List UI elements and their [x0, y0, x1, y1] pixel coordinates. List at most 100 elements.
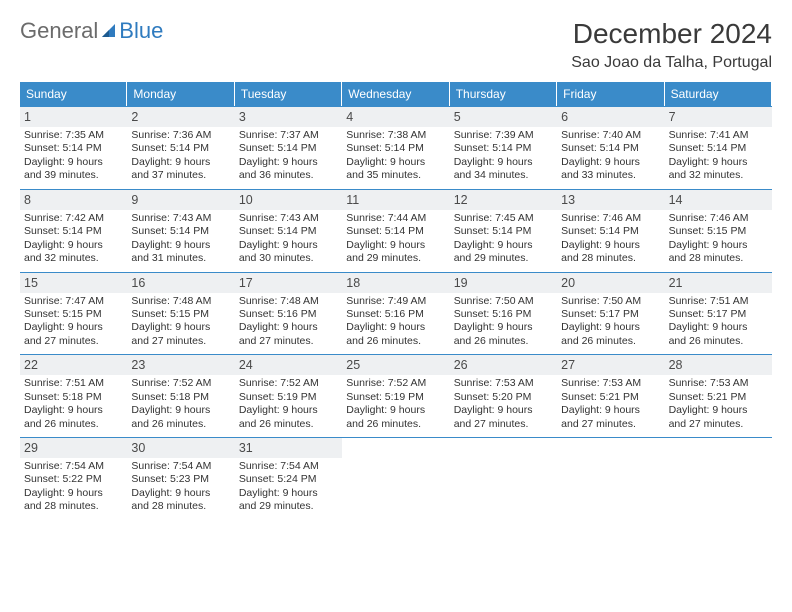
- day-cell: 11Sunrise: 7:44 AMSunset: 5:14 PMDayligh…: [342, 189, 449, 272]
- day-number: 11: [342, 190, 449, 210]
- d2-text: and 32 minutes.: [669, 169, 768, 182]
- sunrise-text: Sunrise: 7:53 AM: [669, 377, 768, 390]
- d1-text: Daylight: 9 hours: [131, 487, 230, 500]
- d2-text: and 26 minutes.: [24, 418, 123, 431]
- day-of-week-header: Wednesday: [342, 82, 449, 106]
- day-cell: 13Sunrise: 7:46 AMSunset: 5:14 PMDayligh…: [557, 189, 664, 272]
- day-cell: 24Sunrise: 7:52 AMSunset: 5:19 PMDayligh…: [235, 354, 342, 437]
- day-number: 2: [127, 107, 234, 127]
- day-cell: 16Sunrise: 7:48 AMSunset: 5:15 PMDayligh…: [127, 272, 234, 355]
- d2-text: and 32 minutes.: [24, 252, 123, 265]
- sunset-text: Sunset: 5:14 PM: [131, 142, 230, 155]
- day-number: 20: [557, 273, 664, 293]
- sunset-text: Sunset: 5:21 PM: [561, 391, 660, 404]
- day-number: 6: [557, 107, 664, 127]
- d2-text: and 27 minutes.: [669, 418, 768, 431]
- day-cell: 23Sunrise: 7:52 AMSunset: 5:18 PMDayligh…: [127, 354, 234, 437]
- sunrise-text: Sunrise: 7:51 AM: [669, 295, 768, 308]
- sunset-text: Sunset: 5:14 PM: [669, 142, 768, 155]
- d2-text: and 26 minutes.: [131, 418, 230, 431]
- day-cell: 4Sunrise: 7:38 AMSunset: 5:14 PMDaylight…: [342, 106, 449, 189]
- day-number: 15: [20, 273, 127, 293]
- day-cell: 14Sunrise: 7:46 AMSunset: 5:15 PMDayligh…: [665, 189, 772, 272]
- d1-text: Daylight: 9 hours: [239, 487, 338, 500]
- d2-text: and 30 minutes.: [239, 252, 338, 265]
- sunset-text: Sunset: 5:20 PM: [454, 391, 553, 404]
- day-cell: 26Sunrise: 7:53 AMSunset: 5:20 PMDayligh…: [450, 354, 557, 437]
- sunrise-text: Sunrise: 7:52 AM: [131, 377, 230, 390]
- sunset-text: Sunset: 5:14 PM: [346, 225, 445, 238]
- d2-text: and 29 minutes.: [346, 252, 445, 265]
- d1-text: Daylight: 9 hours: [454, 156, 553, 169]
- logo-word-2: Blue: [119, 18, 163, 44]
- day-cell: 29Sunrise: 7:54 AMSunset: 5:22 PMDayligh…: [20, 437, 127, 520]
- empty-cell: [557, 437, 664, 520]
- day-number: 19: [450, 273, 557, 293]
- d2-text: and 28 minutes.: [669, 252, 768, 265]
- sunset-text: Sunset: 5:16 PM: [239, 308, 338, 321]
- d2-text: and 27 minutes.: [24, 335, 123, 348]
- sunrise-text: Sunrise: 7:37 AM: [239, 129, 338, 142]
- d2-text: and 35 minutes.: [346, 169, 445, 182]
- d1-text: Daylight: 9 hours: [454, 239, 553, 252]
- day-number: 14: [665, 190, 772, 210]
- d1-text: Daylight: 9 hours: [131, 239, 230, 252]
- header: General Blue December 2024 Sao Joao da T…: [20, 18, 772, 72]
- day-number: 12: [450, 190, 557, 210]
- sunset-text: Sunset: 5:18 PM: [24, 391, 123, 404]
- sunset-text: Sunset: 5:17 PM: [561, 308, 660, 321]
- sunrise-text: Sunrise: 7:48 AM: [239, 295, 338, 308]
- d1-text: Daylight: 9 hours: [669, 239, 768, 252]
- sunrise-text: Sunrise: 7:43 AM: [239, 212, 338, 225]
- d2-text: and 39 minutes.: [24, 169, 123, 182]
- sunrise-text: Sunrise: 7:46 AM: [561, 212, 660, 225]
- day-cell: 20Sunrise: 7:50 AMSunset: 5:17 PMDayligh…: [557, 272, 664, 355]
- day-cell: 5Sunrise: 7:39 AMSunset: 5:14 PMDaylight…: [450, 106, 557, 189]
- sunset-text: Sunset: 5:17 PM: [669, 308, 768, 321]
- day-cell: 8 Sunrise: 7:42 AMSunset: 5:14 PMDaylight…: [20, 189, 127, 272]
- day-number: 22: [20, 355, 127, 375]
- day-number: 10: [235, 190, 342, 210]
- sunrise-text: Sunrise: 7:54 AM: [131, 460, 230, 473]
- day-cell: 21Sunrise: 7:51 AMSunset: 5:17 PMDayligh…: [665, 272, 772, 355]
- d1-text: Daylight: 9 hours: [561, 156, 660, 169]
- d2-text: and 29 minutes.: [239, 500, 338, 513]
- d1-text: Daylight: 9 hours: [24, 487, 123, 500]
- day-number: 4: [342, 107, 449, 127]
- sunset-text: Sunset: 5:14 PM: [24, 225, 123, 238]
- d2-text: and 27 minutes.: [561, 418, 660, 431]
- sunset-text: Sunset: 5:24 PM: [239, 473, 338, 486]
- location: Sao Joao da Talha, Portugal: [571, 54, 772, 72]
- day-cell: 3Sunrise: 7:37 AMSunset: 5:14 PMDaylight…: [235, 106, 342, 189]
- day-number: 5: [450, 107, 557, 127]
- sunrise-text: Sunrise: 7:36 AM: [131, 129, 230, 142]
- day-of-week-header: Tuesday: [235, 82, 342, 106]
- empty-cell: [665, 437, 772, 520]
- day-cell: 25Sunrise: 7:52 AMSunset: 5:19 PMDayligh…: [342, 354, 449, 437]
- empty-cell: [450, 437, 557, 520]
- sunset-text: Sunset: 5:19 PM: [239, 391, 338, 404]
- sunrise-text: Sunrise: 7:38 AM: [346, 129, 445, 142]
- day-number: 18: [342, 273, 449, 293]
- day-number: 8: [20, 190, 127, 210]
- sunrise-text: Sunrise: 7:42 AM: [24, 212, 123, 225]
- d2-text: and 26 minutes.: [239, 418, 338, 431]
- sunrise-text: Sunrise: 7:54 AM: [24, 460, 123, 473]
- d1-text: Daylight: 9 hours: [24, 239, 123, 252]
- sunrise-text: Sunrise: 7:53 AM: [561, 377, 660, 390]
- d1-text: Daylight: 9 hours: [346, 239, 445, 252]
- d1-text: Daylight: 9 hours: [239, 156, 338, 169]
- day-number: 13: [557, 190, 664, 210]
- d2-text: and 29 minutes.: [454, 252, 553, 265]
- day-cell: 6Sunrise: 7:40 AMSunset: 5:14 PMDaylight…: [557, 106, 664, 189]
- day-cell: 31Sunrise: 7:54 AMSunset: 5:24 PMDayligh…: [235, 437, 342, 520]
- day-number: 31: [235, 438, 342, 458]
- d2-text: and 34 minutes.: [454, 169, 553, 182]
- d2-text: and 26 minutes.: [669, 335, 768, 348]
- sunrise-text: Sunrise: 7:53 AM: [454, 377, 553, 390]
- sunset-text: Sunset: 5:15 PM: [669, 225, 768, 238]
- d1-text: Daylight: 9 hours: [24, 404, 123, 417]
- d1-text: Daylight: 9 hours: [561, 321, 660, 334]
- day-number: 17: [235, 273, 342, 293]
- d1-text: Daylight: 9 hours: [561, 404, 660, 417]
